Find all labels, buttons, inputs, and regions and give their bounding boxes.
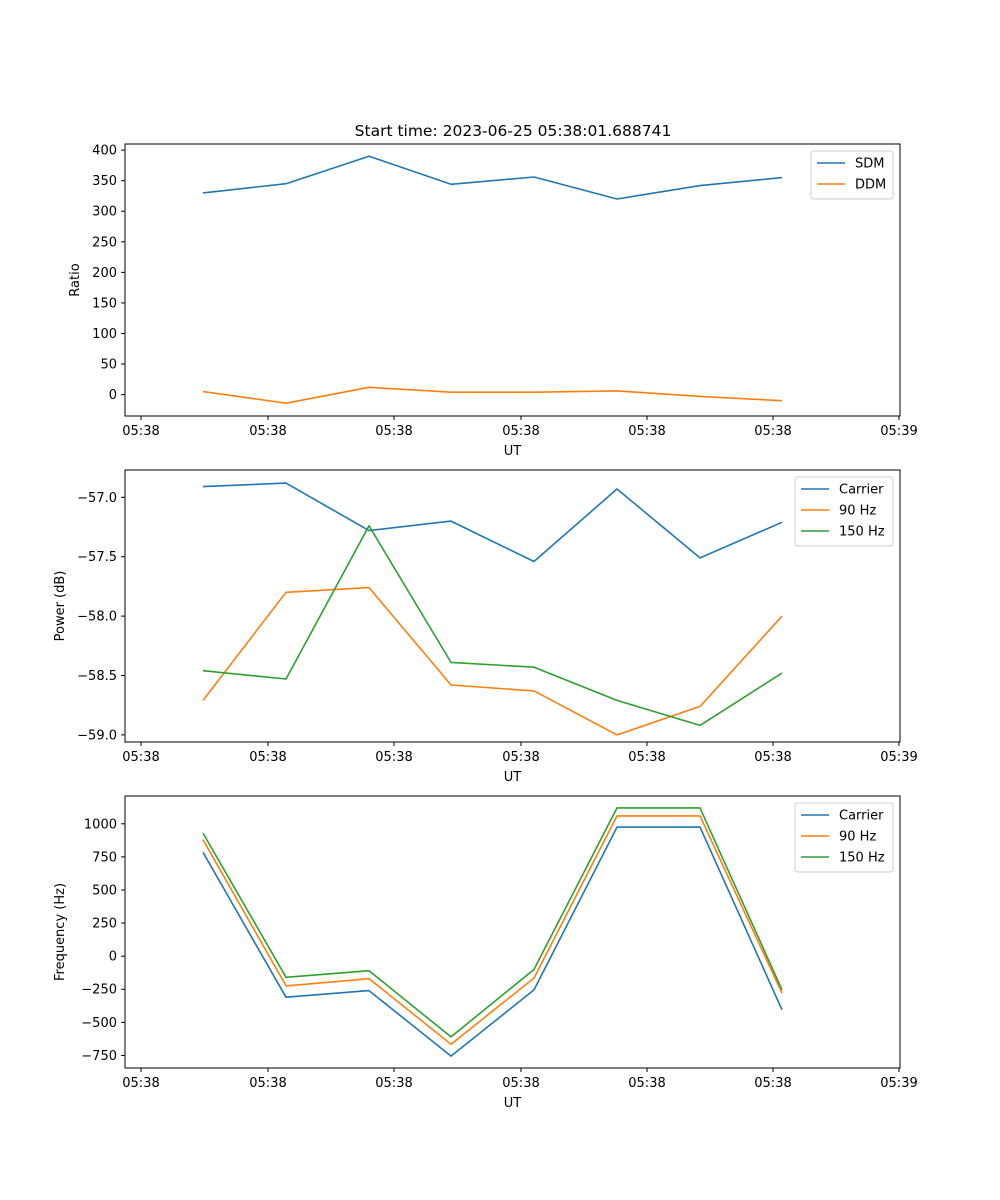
x-tick-label: 05:39 bbox=[880, 424, 917, 439]
x-tick-label: 05:38 bbox=[249, 750, 286, 765]
y-tick-label: −58.5 bbox=[77, 669, 117, 684]
legend-label: 90 Hz bbox=[839, 830, 876, 845]
y-tick-label: 200 bbox=[92, 266, 117, 281]
x-tick-label: 05:39 bbox=[880, 750, 917, 765]
legend-label: SDM bbox=[855, 157, 884, 172]
y-tick-label: 1000 bbox=[84, 817, 117, 832]
legend-label: Carrier bbox=[839, 483, 884, 498]
x-axis-label: UT bbox=[504, 444, 522, 459]
x-tick-label: 05:38 bbox=[502, 1076, 539, 1091]
y-tick-label: −250 bbox=[81, 983, 117, 998]
y-tick-label: 300 bbox=[92, 205, 117, 220]
x-tick-label: 05:38 bbox=[628, 1076, 665, 1091]
y-tick-label: 0 bbox=[109, 950, 117, 965]
legend: Carrier 90 Hz 150 Hz bbox=[794, 476, 894, 547]
y-tick-label: 0 bbox=[109, 388, 117, 403]
x-tick-label: 05:38 bbox=[122, 424, 159, 439]
x-tick-label: 05:38 bbox=[375, 1076, 412, 1091]
y-tick-label: 350 bbox=[92, 174, 117, 189]
y-axis-label: Frequency (Hz) bbox=[53, 883, 68, 981]
y-tick-label: 150 bbox=[92, 296, 117, 311]
x-axis-label: UT bbox=[504, 1096, 522, 1111]
series-line-90-hz bbox=[202, 815, 783, 1045]
y-tick-label: −57.5 bbox=[77, 550, 117, 565]
x-tick-label: 05:38 bbox=[249, 1076, 286, 1091]
y-tick-label: 250 bbox=[92, 235, 117, 250]
axes-frame bbox=[124, 469, 901, 743]
subplot-2: 05:38 05:38 05:38 05:38 05:38 05:38 05:39 −57.0… bbox=[53, 469, 918, 785]
figure-title: Start time: 2023-06-25 05:38:01.688741 bbox=[355, 122, 672, 140]
y-axis-label: Ratio bbox=[68, 263, 83, 296]
x-tick-label: 05:38 bbox=[754, 1076, 791, 1091]
x-tick-label: 05:38 bbox=[375, 750, 412, 765]
y-tick-label: −500 bbox=[81, 1016, 117, 1031]
x-tick-label: 05:38 bbox=[502, 424, 539, 439]
y-tick-label: 400 bbox=[92, 144, 117, 159]
legend-label: Carrier bbox=[839, 809, 884, 824]
series-line-90-hz bbox=[202, 586, 783, 736]
x-axis-label: UT bbox=[504, 770, 522, 785]
y-tick-label: 250 bbox=[92, 917, 117, 932]
plots-group: 05:38 05:38 05:38 05:38 05:38 05:38 05:39 0 50 10… bbox=[53, 143, 918, 1111]
legend-box bbox=[794, 802, 894, 873]
x-tick-label: 05:38 bbox=[502, 750, 539, 765]
legend-box bbox=[794, 476, 894, 547]
x-tick-label: 05:38 bbox=[754, 424, 791, 439]
y-tick-label: 500 bbox=[92, 883, 117, 898]
axes-frame bbox=[124, 795, 901, 1069]
legend-label: 90 Hz bbox=[839, 504, 876, 519]
x-tick-label: 05:38 bbox=[754, 750, 791, 765]
series-line-150-hz bbox=[202, 524, 783, 727]
y-tick-label: −59.0 bbox=[77, 728, 117, 743]
x-tick-label: 05:39 bbox=[880, 1076, 917, 1091]
x-tick-label: 05:38 bbox=[122, 1076, 159, 1091]
series-line-carrier bbox=[202, 826, 783, 1057]
x-tick-label: 05:38 bbox=[249, 424, 286, 439]
subplot-1: 05:38 05:38 05:38 05:38 05:38 05:38 05:39 0 50 10… bbox=[68, 143, 918, 459]
legend-label: 150 Hz bbox=[839, 851, 885, 866]
series-line-150-hz bbox=[202, 807, 783, 1038]
x-tick-label: 05:38 bbox=[122, 750, 159, 765]
legend-label: 150 Hz bbox=[839, 525, 885, 540]
x-tick-label: 05:38 bbox=[628, 750, 665, 765]
x-tick-label: 05:38 bbox=[628, 424, 665, 439]
legend: Carrier 90 Hz 150 Hz bbox=[794, 802, 894, 873]
legend: SDM DDM bbox=[810, 150, 894, 200]
y-axis-label: Power (dB) bbox=[53, 571, 68, 642]
y-tick-label: −750 bbox=[81, 1049, 117, 1064]
legend-label: DDM bbox=[855, 178, 886, 193]
axes-frame bbox=[124, 143, 901, 417]
x-tick-label: 05:38 bbox=[375, 424, 412, 439]
series-line-sdm bbox=[202, 155, 783, 200]
subplot-3: 05:38 05:38 05:38 05:38 05:38 05:38 05:39 −750 −… bbox=[53, 795, 918, 1111]
series-line-carrier bbox=[202, 482, 783, 563]
y-tick-label: −57.0 bbox=[77, 491, 117, 506]
y-tick-label: 50 bbox=[100, 358, 117, 373]
y-tick-label: 750 bbox=[92, 850, 117, 865]
y-tick-label: −58.0 bbox=[77, 610, 117, 625]
series-line-ddm bbox=[202, 386, 783, 405]
y-tick-label: 100 bbox=[92, 327, 117, 342]
